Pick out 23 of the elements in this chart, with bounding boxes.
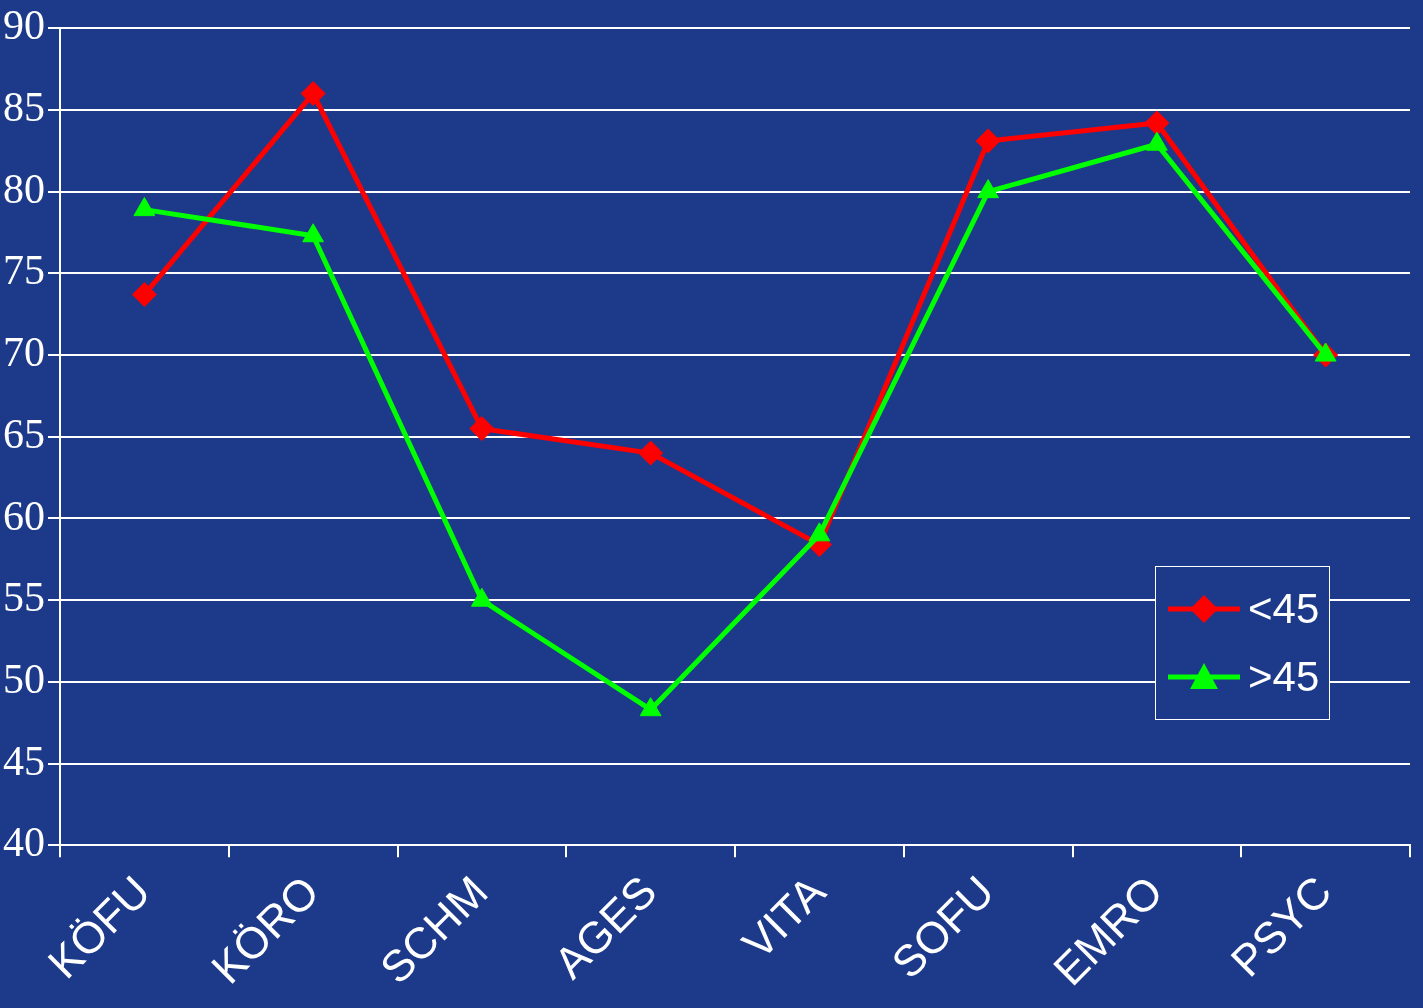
y-tick-label: 50 bbox=[3, 655, 45, 702]
legend-label: >45 bbox=[1248, 653, 1320, 702]
point bbox=[639, 697, 662, 717]
y-tick-label: 90 bbox=[3, 2, 45, 49]
point bbox=[131, 282, 157, 308]
point bbox=[975, 128, 1001, 154]
y-tick-label: 65 bbox=[3, 410, 45, 457]
y-tick-label: 85 bbox=[3, 83, 45, 130]
y-tick-label: 80 bbox=[3, 165, 45, 212]
point bbox=[638, 440, 664, 466]
y-tick-label: 45 bbox=[3, 737, 45, 784]
y-tick-label: 55 bbox=[3, 574, 45, 621]
point bbox=[469, 416, 495, 442]
legend-label: <45 bbox=[1248, 585, 1320, 634]
point bbox=[1144, 110, 1170, 136]
y-tick-label: 40 bbox=[3, 819, 45, 866]
y-tick-label: 60 bbox=[3, 492, 45, 539]
point bbox=[470, 587, 493, 607]
point bbox=[300, 81, 326, 107]
x-tick-label: VITA bbox=[732, 865, 835, 968]
y-tick-label: 75 bbox=[3, 247, 45, 294]
y-tick-label: 70 bbox=[3, 329, 45, 376]
point bbox=[808, 522, 831, 542]
